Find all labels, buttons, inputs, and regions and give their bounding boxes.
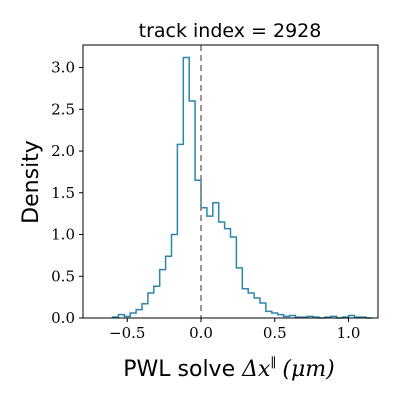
x-tick-label: 0.0 [189,324,213,342]
y-tick-label: 1.0 [51,226,75,244]
plot-area [82,44,379,319]
histogram-step-line [111,56,373,319]
histogram-bin [166,256,172,318]
histogram-bin [148,293,154,318]
x-axis-label-math: Δx [241,357,271,382]
histogram-bin [136,310,142,318]
histogram-bin [225,229,231,318]
histogram-bin [177,144,183,318]
histogram-bin [201,208,207,318]
histogram-bin [183,58,189,318]
chart-title: track index = 2928 [139,20,322,42]
x-axis: −0.5 0.0 0.5 1.0 [109,318,360,342]
y-tick-label: 0.5 [51,267,75,285]
histogram-bin [213,203,219,318]
histogram-bin [130,313,136,318]
y-tick-label: 2.5 [51,100,75,118]
y-tick-label: 0.0 [51,309,75,327]
x-axis-label-superscript: ∥ [270,356,276,371]
histogram-bin [207,216,213,318]
y-axis-label: Density [19,140,44,224]
histogram-bin [242,289,248,318]
plot-frame [82,44,379,319]
x-tick-label: −0.5 [109,324,145,342]
histogram-bin [219,222,225,318]
y-tick-label: 2.0 [51,142,75,160]
x-axis-label: PWL solve Δx∥ (μm) [123,356,335,382]
histogram-bin [195,180,201,318]
histogram-bin [160,270,166,318]
y-axis: 0.0 0.5 1.0 1.5 2.0 2.5 3.0 [51,59,83,327]
histogram-bin [260,303,266,318]
x-axis-label-text: PWL solve [123,357,242,382]
y-tick-label: 1.5 [51,184,75,202]
histogram-bin [231,237,237,318]
histogram-bin [189,101,195,318]
histogram-bin [172,235,178,318]
x-axis-label-unit: (μm) [282,357,334,382]
histogram-bin [272,313,278,318]
histogram-bin [236,268,242,318]
x-tick-label: 1.0 [337,324,361,342]
histogram-bin [142,304,148,318]
histogram-bin [254,298,260,318]
x-tick-label: 0.5 [263,324,287,342]
histogram-bin [154,286,160,318]
histogram-bin [266,311,272,318]
y-tick-label: 3.0 [51,59,75,77]
histogram-bin [248,293,254,318]
